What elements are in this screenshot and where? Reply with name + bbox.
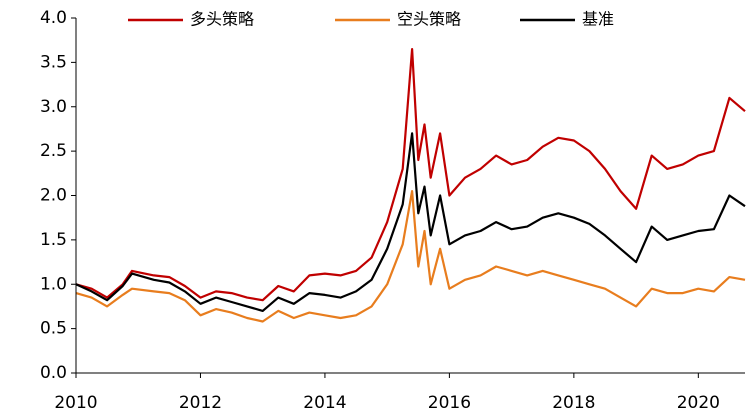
y-tick-label: 2.5 xyxy=(40,141,67,161)
x-tick-label: 2020 xyxy=(677,393,720,413)
legend-label: 空头策略 xyxy=(397,10,461,29)
y-tick-label: 3.0 xyxy=(40,97,67,117)
x-tick-label: 2018 xyxy=(552,393,595,413)
x-tick-label: 2014 xyxy=(303,393,346,413)
series-line xyxy=(75,48,746,302)
y-tick-label: 2.0 xyxy=(40,186,67,206)
x-tick-label: 2010 xyxy=(54,393,97,413)
x-tick-label: 2012 xyxy=(179,393,222,413)
legend-label: 多头策略 xyxy=(190,10,254,29)
y-tick-label: 3.5 xyxy=(40,52,67,72)
y-tick-label: 0.5 xyxy=(40,319,67,339)
series-line xyxy=(75,190,746,323)
legend: 多头策略 空头策略 基准 xyxy=(128,10,614,29)
x-tick-label: 2016 xyxy=(428,393,471,413)
y-tick-label: 1.0 xyxy=(40,274,67,294)
legend-label: 基准 xyxy=(582,10,614,29)
y-tick-label: 0.0 xyxy=(40,363,67,383)
y-tick-label: 1.5 xyxy=(40,230,67,250)
series-line xyxy=(75,132,746,312)
y-tick-label: 4.0 xyxy=(40,8,67,28)
